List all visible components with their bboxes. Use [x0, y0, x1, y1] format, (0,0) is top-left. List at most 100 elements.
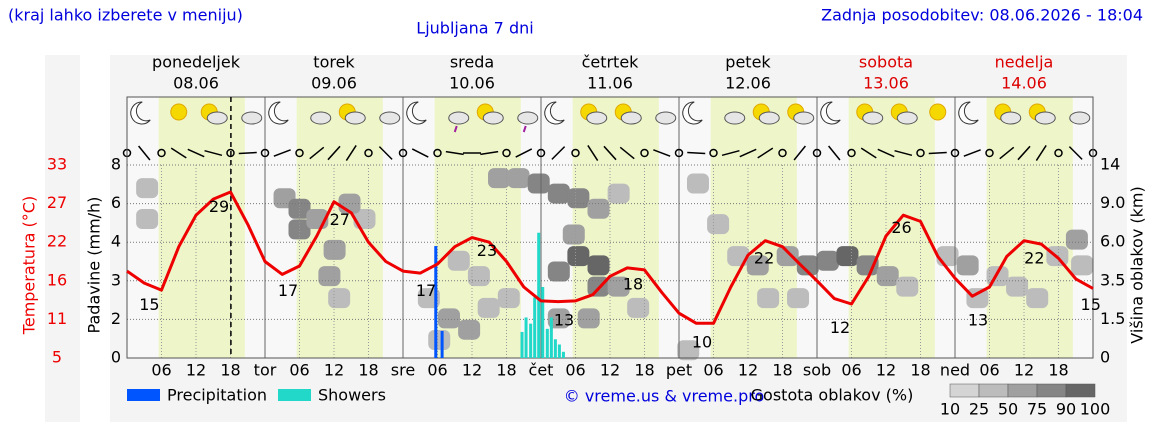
wind-barb — [928, 151, 947, 155]
cloud-cell — [497, 288, 520, 309]
temp-tick-label: 5 — [52, 348, 62, 367]
wind-barb — [480, 150, 499, 156]
x-tick-label: 12 — [600, 361, 620, 380]
temp-axis-label: Temperatura (°C) — [20, 196, 39, 335]
density-swatch — [1036, 383, 1067, 398]
wind-barb — [603, 145, 617, 161]
wind-barb — [273, 149, 291, 157]
wind-barb — [793, 145, 806, 161]
wind-calm — [916, 148, 925, 158]
cloud-cell — [547, 308, 570, 329]
sun-icon — [929, 103, 947, 121]
cloud-icon — [655, 111, 677, 125]
x-tick-label: 06 — [703, 361, 723, 380]
cloud-icon — [793, 111, 815, 125]
wind-barb — [187, 148, 205, 158]
cloud-icon — [1069, 111, 1091, 125]
density-tick: 75 — [1027, 400, 1047, 419]
wind-barb — [378, 146, 393, 160]
wind-calm — [502, 148, 511, 158]
wind-barb — [721, 149, 740, 157]
cloud-cell — [587, 198, 610, 219]
precip-bar — [529, 323, 533, 358]
wind-calm — [398, 148, 408, 158]
cloud-cell — [428, 329, 451, 350]
wind-calm — [778, 148, 787, 158]
y-tick-label: 3 — [111, 270, 121, 289]
cloud-cell — [1071, 255, 1094, 276]
wind-barb — [1068, 146, 1083, 160]
precip-bar — [537, 232, 541, 358]
cloud-cell — [607, 276, 630, 297]
precip-bar — [533, 297, 537, 358]
cloud-icon — [1000, 111, 1022, 125]
wind-calm — [812, 148, 822, 158]
x-tick-label: 12 — [738, 361, 758, 380]
temp-tick-label: 11 — [47, 309, 67, 328]
wind-barb — [739, 148, 757, 158]
credit: © vreme.us & vreme.pro — [564, 387, 765, 406]
wind-barb — [757, 147, 774, 159]
precip-bar — [557, 344, 561, 358]
cloud-cell — [577, 308, 600, 329]
legend-label: Showers — [318, 386, 386, 405]
x-tick-label: 06 — [151, 361, 171, 380]
rain-icon — [522, 125, 527, 133]
x-tick-label: 12 — [186, 361, 206, 380]
wind-barb — [894, 149, 913, 157]
cloud-cell — [488, 168, 511, 189]
wind-barb — [653, 149, 671, 157]
wind-barb — [204, 149, 223, 157]
day-name: sobota — [859, 53, 913, 72]
cloud-cell — [896, 276, 919, 297]
menu-note: (kraj lahko izberete v meniju) — [8, 6, 243, 25]
temp-extreme-label: 17 — [278, 281, 298, 300]
cloud-cell — [746, 255, 769, 276]
cloud-cell — [458, 319, 481, 340]
temp-tick-label: 33 — [47, 155, 67, 174]
wind-barb — [327, 145, 341, 161]
sun-icon — [170, 103, 188, 121]
wind-barb — [345, 145, 357, 161]
wind-calm — [674, 148, 684, 158]
cloud-cell — [1006, 276, 1029, 297]
day-date: 13.06 — [863, 74, 909, 93]
wind-calm — [295, 148, 304, 158]
x-tick-label: 18 — [634, 361, 654, 380]
wind-barb — [170, 147, 187, 159]
cloud-cell — [328, 288, 351, 309]
x-tick-label: 12 — [876, 361, 896, 380]
temp-extreme-label: 22 — [754, 249, 774, 268]
x-tick-label: čet — [529, 361, 554, 380]
plot-border — [126, 96, 1094, 359]
y-axis-label: Padavine (mm/h) — [85, 197, 104, 334]
cloud-icon — [344, 111, 366, 125]
day-date: 09.06 — [311, 74, 357, 93]
wind-calm — [364, 148, 373, 158]
cloud-icon — [517, 111, 539, 125]
wind-barb — [587, 145, 599, 161]
x-tick-label: 06 — [565, 361, 585, 380]
wind-calm — [950, 148, 960, 158]
moon-icon — [268, 101, 289, 125]
precip-bar — [541, 286, 545, 358]
x-tick-label: 12 — [324, 361, 344, 380]
cloud-cell — [547, 261, 570, 282]
cloud-cell — [966, 288, 989, 309]
day-date: 11.06 — [587, 74, 633, 93]
cloud-cell — [136, 178, 159, 199]
x-tick-label: 06 — [427, 361, 447, 380]
x-tick-label: 06 — [979, 361, 999, 380]
x-tick-label: 12 — [462, 361, 482, 380]
wind-barb — [138, 145, 151, 161]
density-tick: 10 — [940, 400, 960, 419]
wind-calm — [536, 148, 546, 158]
day-name: petek — [725, 53, 771, 72]
temp-extreme-label: 17 — [416, 281, 436, 300]
x-tick-label: ned — [940, 361, 970, 380]
wind-barb — [1035, 145, 1047, 161]
cloud-cell — [318, 266, 341, 287]
cloud-cell — [677, 340, 700, 361]
cloud-cell — [477, 297, 500, 318]
daylight — [986, 97, 1073, 358]
